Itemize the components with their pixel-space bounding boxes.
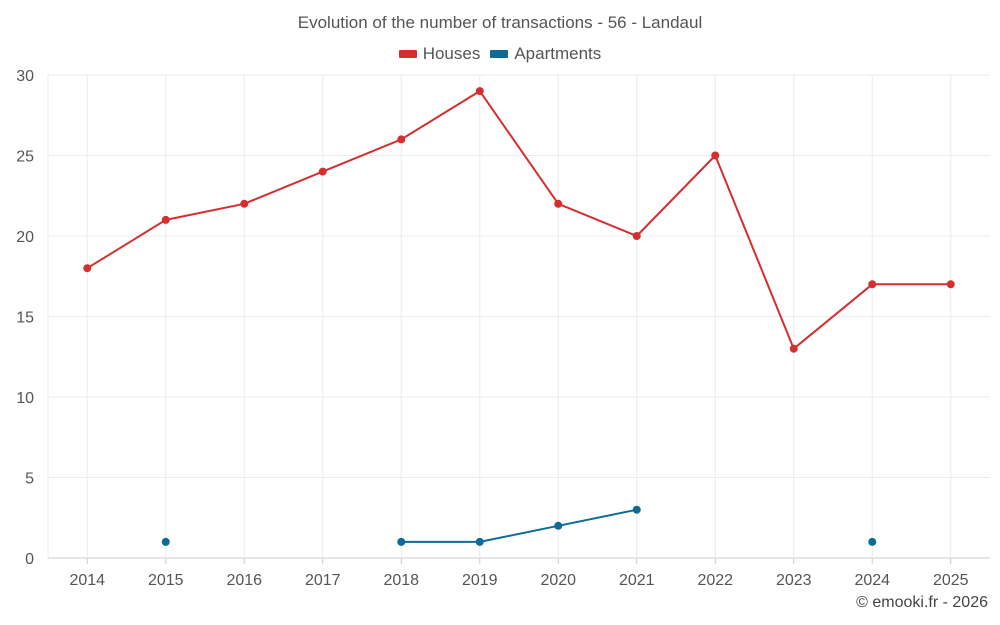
series-line-apartments [557, 508, 638, 527]
data-point-houses [240, 199, 249, 208]
data-point-houses [711, 151, 720, 160]
data-point-houses [318, 167, 327, 176]
series-line-houses [792, 283, 874, 350]
legend-item-houses[interactable]: Houses [398, 44, 481, 64]
x-tick-label: 2019 [462, 572, 498, 589]
x-tick-label: 2014 [69, 572, 105, 589]
y-tick-label: 0 [25, 551, 34, 568]
legend-swatch-houses [398, 50, 417, 58]
series-line-houses [635, 154, 717, 237]
data-point-houses [161, 215, 170, 224]
y-tick-label: 5 [25, 471, 34, 488]
credit-text: © emooki.fr - 2026 [856, 594, 988, 611]
y-tick-label: 10 [16, 390, 34, 407]
x-tick-label: 2025 [933, 572, 969, 589]
data-point-houses [946, 280, 955, 289]
legend-label-apartments: Apartments [514, 44, 602, 63]
x-tick-label: 2023 [776, 572, 812, 589]
y-tick-label: 15 [16, 310, 34, 327]
series-line-houses [86, 218, 167, 270]
data-point-houses [868, 280, 877, 289]
legend-swatch-apartments [490, 50, 509, 58]
data-point-apartments [397, 537, 406, 546]
series-line-houses [243, 170, 324, 205]
x-tick-label: 2016 [226, 572, 262, 589]
data-point-houses [554, 199, 563, 208]
series-line-houses [557, 202, 638, 237]
series-line-houses [164, 202, 246, 221]
x-tick-label: 2021 [619, 572, 655, 589]
x-tick-label: 2020 [540, 572, 576, 589]
data-point-apartments [554, 521, 563, 530]
x-tick-label: 2017 [305, 572, 341, 589]
legend-label-houses: Houses [422, 44, 481, 63]
series-line-houses [400, 90, 481, 141]
x-tick-label: 2022 [697, 572, 733, 589]
data-point-apartments [868, 537, 877, 546]
data-point-houses [397, 135, 406, 144]
y-tick-label: 30 [16, 68, 34, 85]
x-tick-label: 2018 [383, 572, 419, 589]
series-line-houses [321, 138, 403, 173]
data-point-houses [789, 344, 798, 353]
x-tick-label: 2015 [148, 572, 184, 589]
x-tick-label: 2024 [854, 572, 890, 589]
legend-item-apartments[interactable]: Apartments [490, 44, 601, 64]
series-line-houses [714, 154, 795, 350]
data-point-apartments [632, 505, 641, 514]
data-point-houses [632, 232, 641, 240]
data-point-apartments [475, 537, 484, 546]
y-tick-label: 20 [16, 229, 34, 246]
chart-title: Evolution of the number of transactions … [297, 13, 703, 32]
y-tick-label: 25 [16, 149, 34, 166]
legend: Houses Apartments [0, 44, 1000, 64]
data-point-apartments [161, 537, 170, 546]
data-point-houses [83, 264, 92, 273]
data-point-houses [475, 87, 484, 96]
series-line-apartments [478, 524, 560, 543]
series-line-houses [478, 90, 560, 205]
